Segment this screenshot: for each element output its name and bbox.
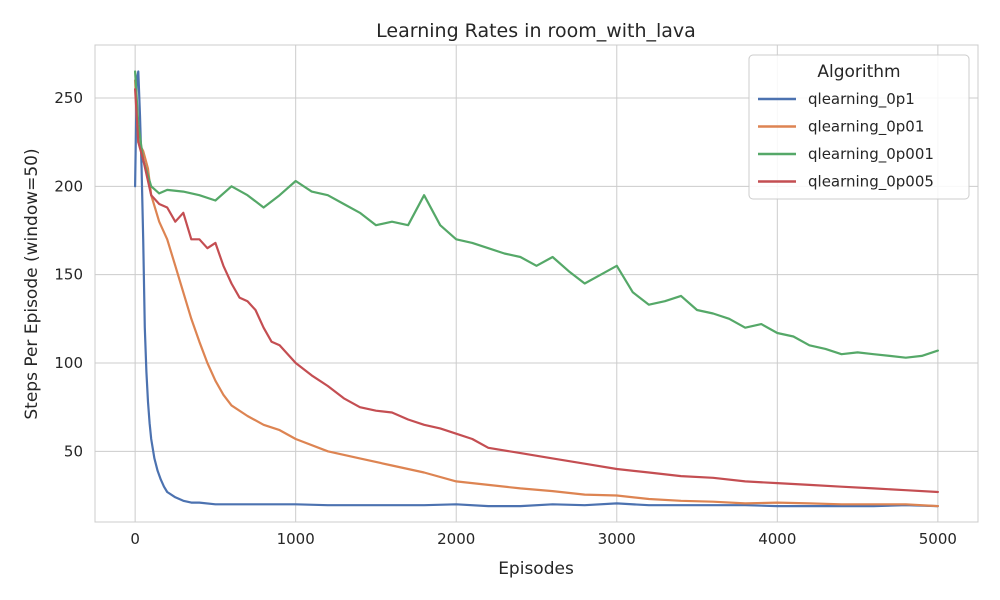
series-line-qlearning_0p001 [134, 70, 940, 359]
legend-label-qlearning_0p01: qlearning_0p01 [808, 118, 924, 137]
series-line-qlearning_0p005 [134, 88, 940, 494]
y-tick-label: 100 [54, 354, 83, 372]
legend: Algorithm qlearning_0p1qlearning_0p01qle… [748, 54, 970, 200]
y-axis-ticks: 50 100 150 200 250 [54, 89, 83, 460]
series-line-qlearning_0p01 [134, 79, 940, 508]
x-tick-label: 2000 [437, 530, 475, 548]
x-tick-label: 3000 [598, 530, 636, 548]
plot-frame [94, 44, 979, 523]
x-tick-label: 1000 [277, 530, 315, 548]
x-tick-label: 0 [130, 530, 140, 548]
x-tick-label: 4000 [758, 530, 796, 548]
legend-title: Algorithm [817, 62, 900, 82]
y-tick-label: 50 [64, 442, 83, 460]
legend-box [748, 54, 970, 200]
y-tick-label: 250 [54, 89, 83, 107]
series-layer [134, 70, 940, 508]
y-tick-label: 150 [54, 266, 83, 284]
x-axis-ticks: 0 1000 2000 3000 4000 5000 [130, 530, 957, 548]
chart-title: Learning Rates in room_with_lava [376, 20, 696, 42]
legend-label-qlearning_0p1: qlearning_0p1 [808, 90, 915, 109]
series-line-qlearning_0p1 [134, 70, 940, 508]
y-axis-label: Steps Per Episode (window=50) [22, 148, 42, 419]
x-tick-label: 5000 [919, 530, 957, 548]
x-axis-label: Episodes [498, 559, 574, 579]
legend-label-qlearning_0p005: qlearning_0p005 [808, 173, 934, 192]
legend-label-qlearning_0p001: qlearning_0p001 [808, 145, 934, 164]
y-tick-label: 200 [54, 177, 83, 195]
legend-items: qlearning_0p1 qlearning_0p01 qlearning_0p0… [758, 90, 934, 192]
